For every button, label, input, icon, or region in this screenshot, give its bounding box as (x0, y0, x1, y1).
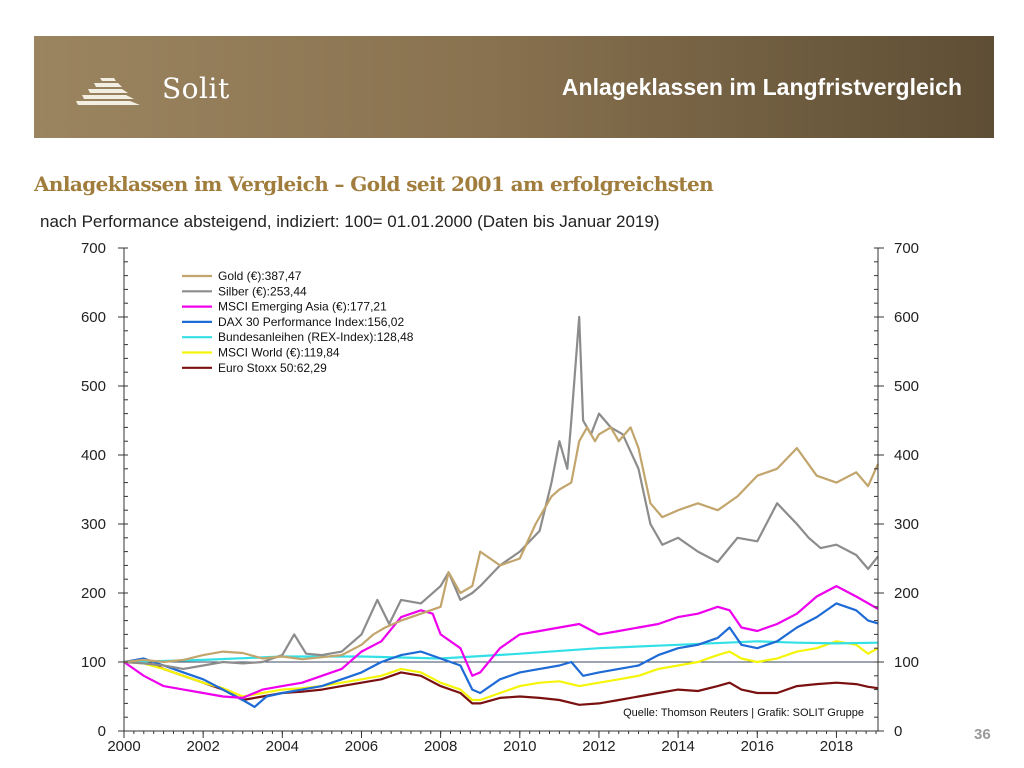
y-tick-label-right: 200 (894, 585, 919, 602)
y-tick-label-left: 300 (81, 516, 106, 533)
y-tick-label-right: 0 (894, 723, 902, 740)
banner-title: Anlageklassen im Langfristvergleich (561, 74, 962, 100)
series-line-msci_world (123, 640, 879, 702)
y-tick-label-left: 400 (81, 447, 106, 464)
source-note: Quelle: Thomson Reuters | Grafik: SOLIT … (623, 707, 864, 719)
x-tick-label: 2010 (503, 738, 536, 755)
logo-text: Solit (162, 72, 230, 105)
legend-label-dax: DAX 30 Performance Index:156,02 (218, 315, 404, 329)
x-tick-label: 2002 (186, 738, 219, 755)
x-tick-label: 2000 (107, 738, 140, 755)
legend-label-eurostoxx: Euro Stoxx 50:62,29 (218, 361, 327, 375)
y-tick-label-right: 400 (894, 447, 919, 464)
x-tick-label: 2004 (266, 738, 299, 755)
y-tick-label-right: 500 (894, 378, 919, 395)
y-tick-label-right: 300 (894, 516, 919, 533)
y-tick-label-left: 100 (81, 654, 106, 671)
x-tick-label: 2016 (741, 738, 774, 755)
y-tick-label-right: 100 (894, 654, 919, 671)
legend-label-silver: Silber (€):253,44 (218, 284, 307, 298)
series-line-eurostoxx (123, 659, 879, 706)
plot-area (124, 248, 878, 731)
solit-pyramid-logo-icon (76, 78, 140, 105)
chart-subline: nach Performance absteigend, indiziert: … (40, 212, 660, 231)
y-tick-label-right: 600 (894, 309, 919, 326)
series-line-dax (123, 602, 879, 709)
legend-label-msci_world: MSCI World (€):119,84 (218, 346, 340, 360)
legend-label-gold: Gold (€):387,47 (218, 269, 302, 283)
y-tick-label-left: 700 (81, 240, 106, 257)
x-tick-label: 2018 (820, 738, 853, 755)
y-tick-label-left: 500 (81, 378, 106, 395)
legend-label-msci_asia: MSCI Emerging Asia (€):177,21 (218, 300, 387, 314)
x-tick-label: 2006 (345, 738, 378, 755)
header-banner (34, 36, 994, 138)
y-tick-label-left: 600 (81, 309, 106, 326)
y-tick-label-left: 200 (81, 585, 106, 602)
y-tick-label-right: 700 (894, 240, 919, 257)
page-number: 36 (974, 726, 991, 743)
legend-label-rex: Bundesanleihen (REX-Index):128,48 (218, 330, 414, 344)
chart-headline: Anlageklassen im Vergleich – Gold seit 2… (34, 172, 714, 196)
series-line-msci_asia (123, 584, 879, 700)
x-tick-label: 2014 (661, 738, 694, 755)
y-tick-label-left: 0 (98, 723, 106, 740)
x-tick-label: 2008 (424, 738, 457, 755)
series-line-gold (123, 426, 880, 664)
x-tick-label: 2012 (582, 738, 615, 755)
